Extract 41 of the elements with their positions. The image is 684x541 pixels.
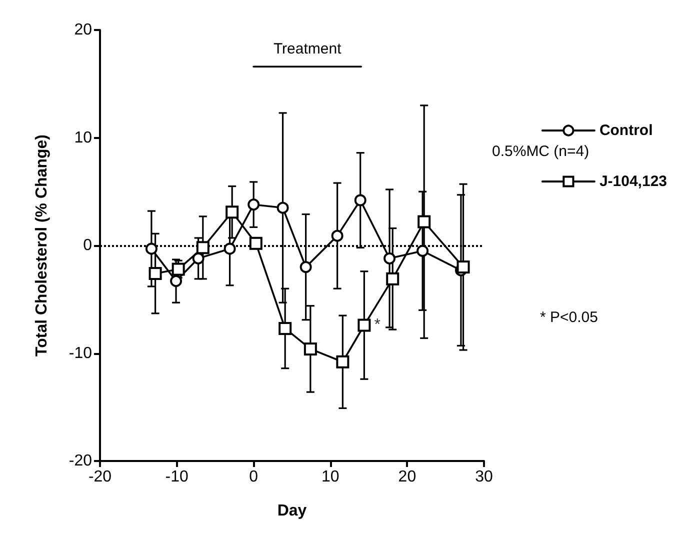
x-tick-label: 0 (249, 468, 258, 486)
y-tick-label: 0 (83, 237, 92, 254)
point (276, 202, 289, 214)
point (170, 275, 182, 288)
y-axis-title: Total Cholesterol (% Change) (34, 134, 50, 356)
point (192, 252, 204, 264)
point (196, 241, 210, 254)
point (248, 198, 260, 211)
point (358, 318, 371, 332)
point (224, 242, 236, 255)
text: * P<0.05 (540, 309, 598, 326)
y-tick-label: 20 (74, 22, 92, 38)
x-axis-title: Day (277, 502, 307, 520)
legend-label: Control (599, 122, 653, 139)
series-label: Treatment (273, 40, 342, 58)
point (384, 252, 396, 264)
point (456, 260, 470, 274)
x-tick-label: 20 (398, 468, 416, 486)
text: 0.5%MC (n=4) (492, 143, 590, 160)
y-tick-label: -10 (68, 344, 92, 362)
y-tick-label: 10 (74, 129, 92, 146)
point (278, 322, 292, 335)
point (304, 342, 317, 356)
point (226, 206, 239, 219)
annotation: * (374, 316, 380, 334)
x-tick-label: 10 (322, 468, 340, 486)
x-tick-label: -20 (88, 468, 112, 486)
x-tick-label: 30 (475, 468, 493, 486)
point (386, 272, 400, 286)
point (331, 230, 344, 242)
legend-label: J-104,123 (599, 173, 668, 190)
point (148, 267, 162, 280)
point (249, 236, 262, 250)
x-tick-label: -10 (165, 468, 188, 486)
point (336, 355, 350, 368)
y-tick-label: -20 (68, 452, 92, 470)
point (418, 215, 431, 228)
point (416, 244, 429, 257)
point (145, 242, 158, 255)
point (300, 261, 312, 274)
point (354, 194, 366, 206)
